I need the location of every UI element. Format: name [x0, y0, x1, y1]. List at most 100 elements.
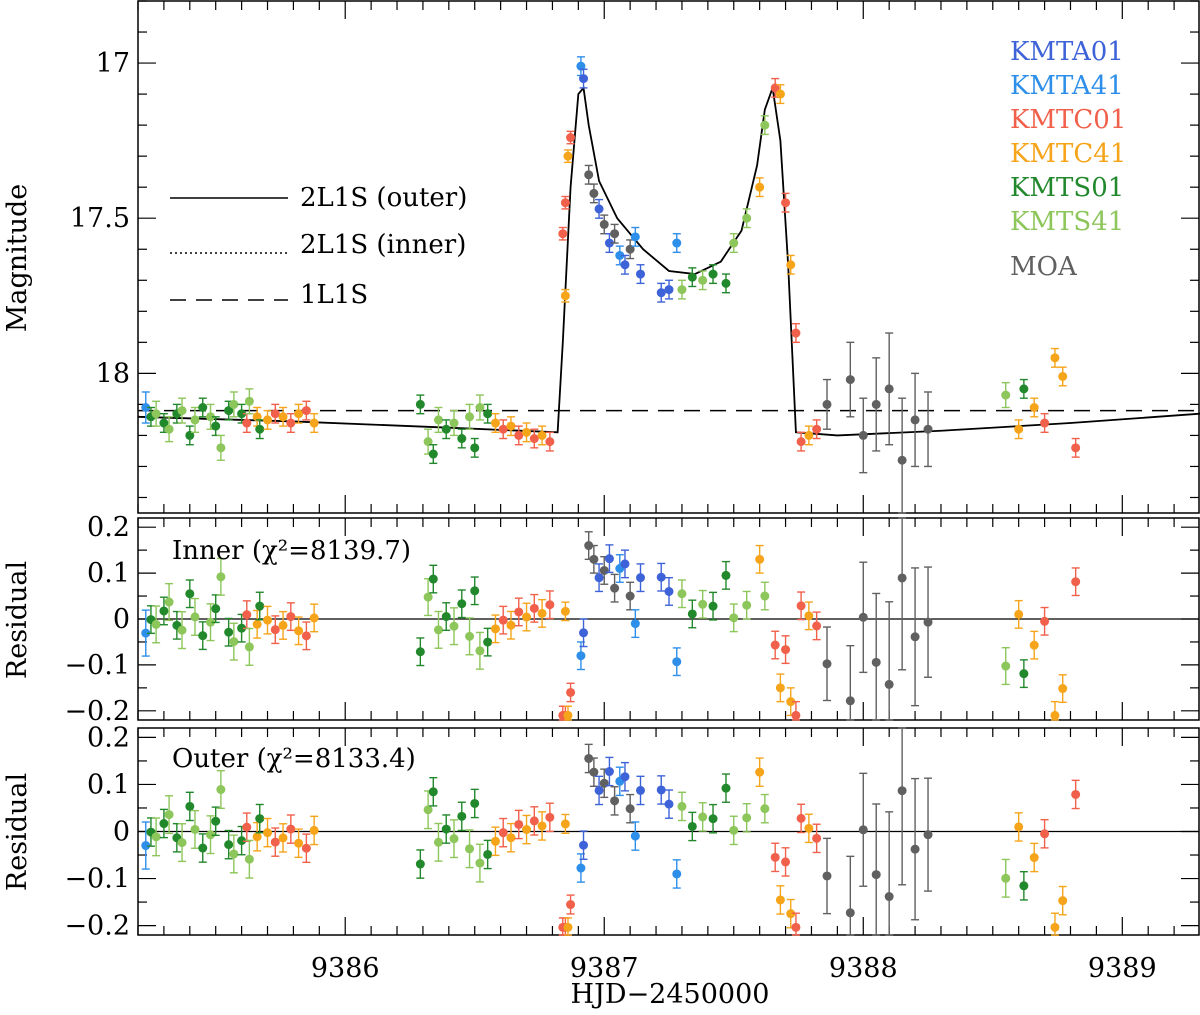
outer-residual-point	[566, 900, 576, 910]
outer-residual-point	[1014, 822, 1024, 832]
data-point	[845, 375, 855, 385]
outer-residual-point	[812, 833, 822, 843]
inner-residual-point	[242, 610, 252, 620]
outer-residual-point	[786, 909, 796, 919]
outer-residual-point	[514, 819, 524, 829]
outer-residual-point	[1058, 896, 1068, 906]
data-point	[576, 61, 586, 71]
data-point	[698, 275, 708, 285]
data-point	[599, 219, 609, 229]
inner-residual-point	[1029, 640, 1039, 650]
inner-residual-point	[672, 657, 682, 667]
data-point	[449, 418, 459, 428]
inner-residual-point	[1050, 710, 1060, 720]
inner-residual-point	[294, 626, 304, 636]
inner-residual-point	[677, 589, 687, 599]
inner-residual-point	[923, 617, 933, 627]
inner-residual-point	[177, 625, 187, 635]
inner-residual-point	[151, 619, 161, 629]
outer-residual-point	[490, 836, 500, 846]
x-tick-label: 9389	[1088, 953, 1157, 984]
outer-residual-point	[594, 785, 604, 795]
outer-residual-point	[415, 859, 425, 869]
outer-residual-point	[475, 858, 485, 868]
y-tick-label: 0	[113, 817, 130, 848]
outer-residual-point	[656, 785, 666, 795]
inner-residual-point	[687, 609, 697, 619]
inner-residual-point	[630, 619, 640, 629]
inner-residual-point	[1071, 577, 1081, 587]
inner-residual-point	[770, 640, 780, 650]
inner-residual-point	[1001, 661, 1011, 671]
model-2l1s-inner-line	[137, 86, 1200, 437]
data-point	[923, 424, 933, 434]
outer-residual-point	[537, 821, 547, 831]
inner-residual-point	[897, 573, 907, 583]
outer-residual-point	[483, 849, 493, 859]
inner-residual-point	[433, 625, 443, 635]
data-point	[457, 434, 467, 444]
outer-residual-point	[625, 804, 635, 814]
data-point	[1040, 418, 1050, 428]
data-point	[242, 418, 252, 428]
outer-residual-point	[529, 816, 539, 826]
data-point	[151, 409, 161, 419]
outer-residual-point	[897, 786, 907, 796]
outer-residual-point	[441, 824, 451, 834]
data-point	[636, 269, 646, 279]
y-tick-label: 0.1	[87, 769, 130, 800]
outer-residual-point	[237, 836, 247, 846]
inner-residual-point	[522, 612, 532, 622]
inner-residual-point	[224, 627, 234, 637]
inner-residual-point	[237, 623, 247, 633]
outer-residual-point	[465, 844, 475, 854]
outer-residual-point	[190, 824, 200, 834]
outer-residual-point	[560, 819, 570, 829]
inner-residual-point	[465, 631, 475, 641]
outer-residual-point	[845, 908, 855, 918]
panel-0: 17 17.5 18	[70, 0, 1200, 514]
inner-residual-point	[604, 554, 614, 564]
inner-residual-point	[599, 565, 609, 575]
data-point	[560, 291, 570, 301]
inner-residual-point	[483, 637, 493, 647]
data-point	[822, 399, 832, 409]
data-point	[910, 415, 920, 425]
outer-residual-point	[589, 767, 599, 777]
inner-residual-point	[244, 642, 254, 652]
inner-residual-point	[211, 604, 221, 614]
inner-residual-point	[1014, 609, 1024, 619]
data-point	[742, 213, 752, 223]
inner-residual-point	[475, 646, 485, 656]
inner-residual-point	[529, 603, 539, 613]
data-point	[770, 83, 780, 93]
outer-residual-point	[428, 787, 438, 797]
data-point	[884, 384, 894, 394]
outer-residual-point	[729, 825, 739, 835]
data-point	[141, 402, 151, 412]
y-tick-label: 0.1	[87, 558, 130, 589]
y-tick-label: −0.1	[64, 864, 130, 895]
outer-residual-point	[255, 814, 265, 824]
data-point	[729, 238, 739, 248]
outer-residual-point	[423, 805, 433, 815]
inner-residual-point	[721, 570, 731, 580]
data-point	[579, 74, 589, 84]
data-point	[441, 424, 451, 434]
legend-model-1l1s: 1L1S	[300, 280, 368, 310]
inner-residual-point	[141, 628, 151, 638]
outer-residual-point	[141, 841, 151, 851]
panel-frame	[137, 0, 1200, 514]
data-point	[465, 412, 475, 422]
inner-residual-point	[871, 657, 881, 667]
outer-residual-point	[1040, 829, 1050, 839]
data-point	[796, 437, 806, 447]
legend-kmta01: KMTA01	[1010, 37, 1124, 67]
data-point	[656, 288, 666, 298]
data-point	[1058, 371, 1068, 381]
inner-residual-point	[760, 591, 770, 601]
data-point	[610, 229, 620, 239]
data-point	[506, 421, 516, 431]
inner-residual-point	[159, 606, 169, 616]
y-tick-label: 0.2	[87, 512, 130, 543]
